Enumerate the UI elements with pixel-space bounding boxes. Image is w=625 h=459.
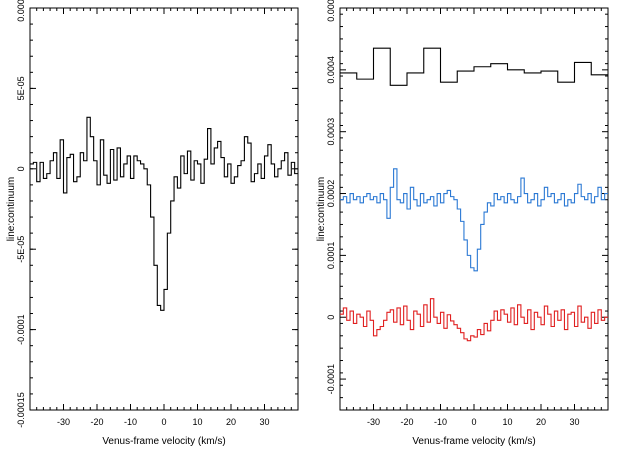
x-tick-label: -20 (400, 417, 413, 427)
x-tick-label: 30 (569, 417, 579, 427)
x-tick-label: 20 (536, 417, 546, 427)
y-tick-label: 5E-05 (16, 76, 26, 100)
right-panel: -30 -20 -10 0 10 20 30 -0.0001 0 0.0001 0.0002 0.00… (316, 0, 609, 447)
x-tick-label: -30 (367, 417, 380, 427)
y-axis-label: line:continuum (6, 177, 17, 241)
y-tick-label: -5E-05 (16, 236, 26, 263)
series-line-0 (340, 47, 608, 86)
x-tick-label: -20 (90, 417, 103, 427)
y-tick-label: 0 (326, 315, 336, 320)
y-axis-label: line:continuum (316, 177, 327, 241)
x-tick-label: -10 (124, 417, 137, 427)
series-line-1 (340, 168, 608, 272)
x-tick-label: 0 (161, 417, 166, 427)
y-tick-label: 0.0002 (326, 180, 336, 208)
y-tick-label: 0.0005 (326, 0, 336, 22)
y-tick-label: 0.0001 (16, 0, 26, 22)
x-axis-label: Venus-frame velocity (km/s) (412, 436, 535, 447)
y-tick-label: 0.0001 (326, 242, 336, 270)
left-panel: -30 -20 -10 0 10 20 30 -0.00015 -0.0001 -5E-05 0 5E… (6, 0, 299, 447)
plot-frame (29, 7, 299, 411)
y-tick-label: -0.0001 (326, 364, 336, 395)
series-line-0 (30, 116, 298, 311)
x-tick-label: -30 (57, 417, 70, 427)
y-tick-label: -0.0001 (16, 314, 26, 345)
y-tick-label: -0.00015 (16, 392, 26, 428)
x-tick-label: 30 (259, 417, 269, 427)
x-tick-label: 10 (502, 417, 512, 427)
x-tick-label: 0 (471, 417, 476, 427)
x-tick-label: 10 (192, 417, 202, 427)
series-line-2 (340, 298, 608, 342)
y-tick-label: 0.0003 (326, 118, 336, 146)
y-tick-label: 0.0004 (326, 56, 336, 84)
x-tick-label: -10 (434, 417, 447, 427)
y-tick-label: 0 (16, 166, 26, 171)
x-axis-label: Venus-frame velocity (km/s) (102, 436, 225, 447)
x-tick-label: 20 (226, 417, 236, 427)
